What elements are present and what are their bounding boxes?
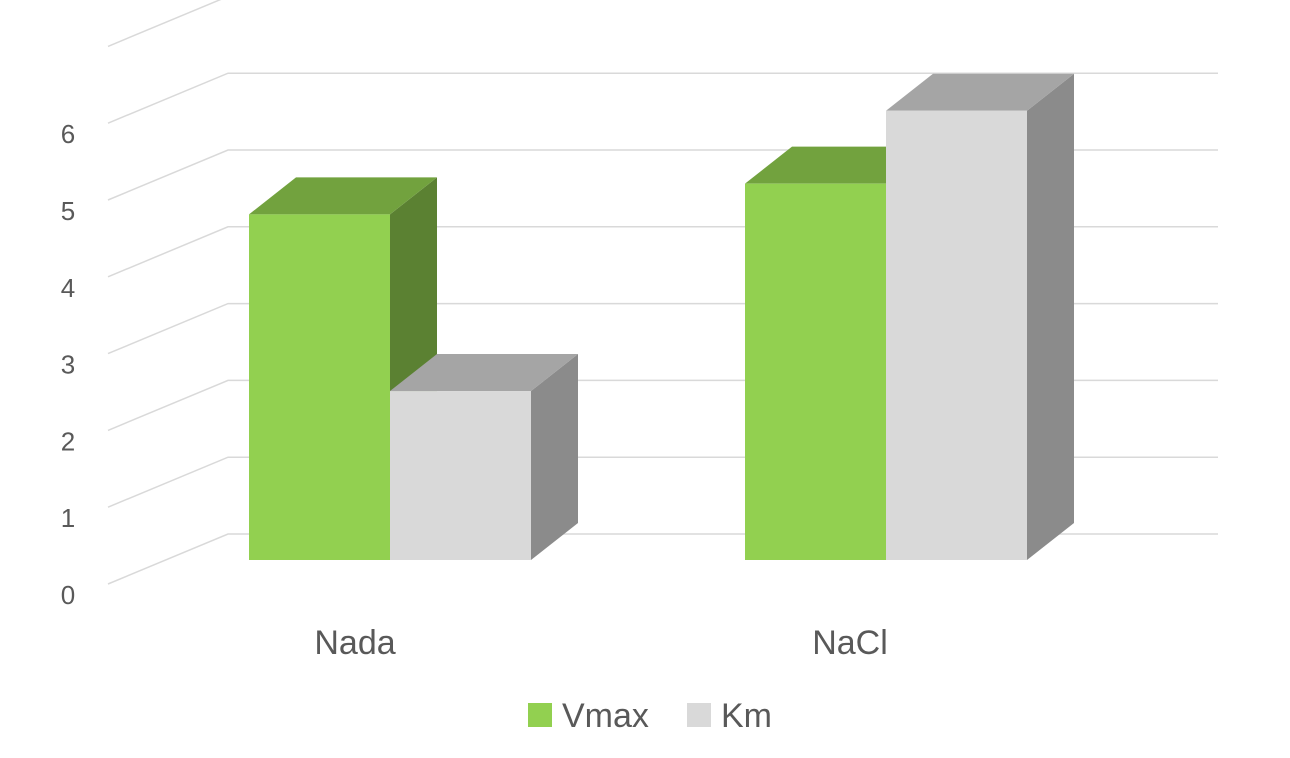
y-axis-ticks: 0 1 2 3 4 5 6 [61, 119, 75, 610]
category-label: NaCl [812, 624, 888, 662]
y-tick-label: 4 [61, 273, 75, 303]
bar-front [886, 110, 1027, 560]
bar-front [745, 183, 886, 560]
y-tick-label: 1 [61, 503, 75, 533]
bar-km-nacl [886, 73, 1074, 560]
x-axis-categories: Nada NaCl [314, 624, 887, 662]
bar-top [249, 177, 437, 215]
bar-front [249, 214, 390, 560]
y-tick-label: 5 [61, 196, 75, 226]
bar-side [531, 354, 578, 560]
category-label: Nada [314, 624, 395, 662]
y-tick-label: 0 [61, 580, 75, 610]
bar-front [390, 391, 531, 560]
legend-item-vmax: Vmax [528, 697, 649, 735]
legend: Vmax Km [528, 697, 772, 735]
gridline [107, 0, 222, 48]
legend-item-km: Km [687, 697, 772, 735]
bar-side [1027, 73, 1074, 560]
legend-swatch [687, 703, 711, 727]
y-tick-label: 3 [61, 350, 75, 380]
bar-top [886, 73, 1074, 111]
y-tick-label: 6 [61, 119, 75, 149]
bars [249, 73, 1074, 560]
bar-top [390, 354, 578, 392]
bar-km-nada [390, 354, 578, 560]
legend-swatch [528, 703, 552, 727]
legend-label: Km [721, 697, 772, 735]
y-tick-label: 2 [61, 426, 75, 456]
grid-layer [107, 0, 1218, 585]
gridline [107, 72, 1218, 124]
legend-label: Vmax [562, 697, 649, 735]
